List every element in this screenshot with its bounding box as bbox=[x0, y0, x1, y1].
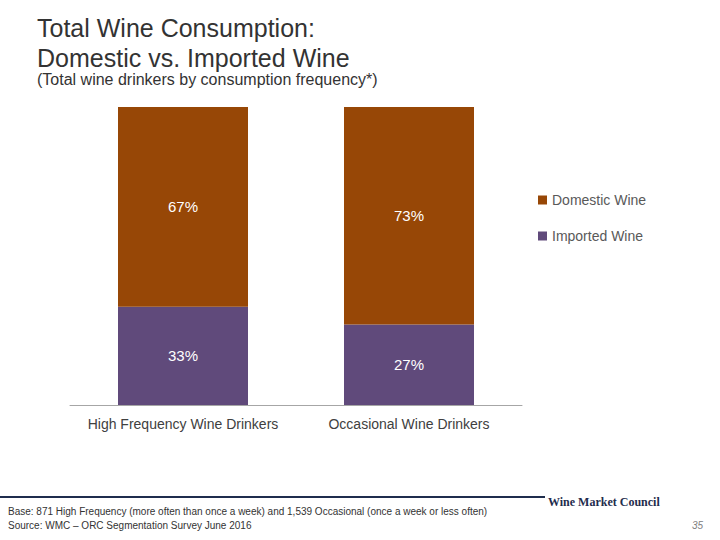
svg-text:35: 35 bbox=[692, 520, 704, 531]
svg-text:73%: 73% bbox=[394, 207, 424, 224]
svg-text:(Total wine drinkers by consum: (Total wine drinkers by consumption freq… bbox=[37, 71, 378, 88]
svg-text:Base: 871 High Frequency (more: Base: 871 High Frequency (more often tha… bbox=[8, 506, 487, 517]
svg-text:27%: 27% bbox=[394, 356, 424, 373]
svg-text:Wine Market Council: Wine Market Council bbox=[548, 495, 660, 509]
svg-text:Source: WMC – ORC Segmentation: Source: WMC – ORC Segmentation Survey Ju… bbox=[8, 520, 252, 531]
svg-text:Domestic vs. Imported Wine: Domestic vs. Imported Wine bbox=[37, 44, 350, 72]
svg-text:33%: 33% bbox=[168, 347, 198, 364]
svg-text:Domestic Wine: Domestic Wine bbox=[552, 192, 646, 208]
svg-text:High Frequency Wine Drinkers: High Frequency Wine Drinkers bbox=[88, 416, 279, 432]
svg-text:Imported Wine: Imported Wine bbox=[552, 228, 643, 244]
svg-text:Occasional Wine Drinkers: Occasional Wine Drinkers bbox=[328, 416, 489, 432]
svg-text:67%: 67% bbox=[168, 198, 198, 215]
svg-text:Total Wine Consumption:: Total Wine Consumption: bbox=[37, 14, 315, 42]
